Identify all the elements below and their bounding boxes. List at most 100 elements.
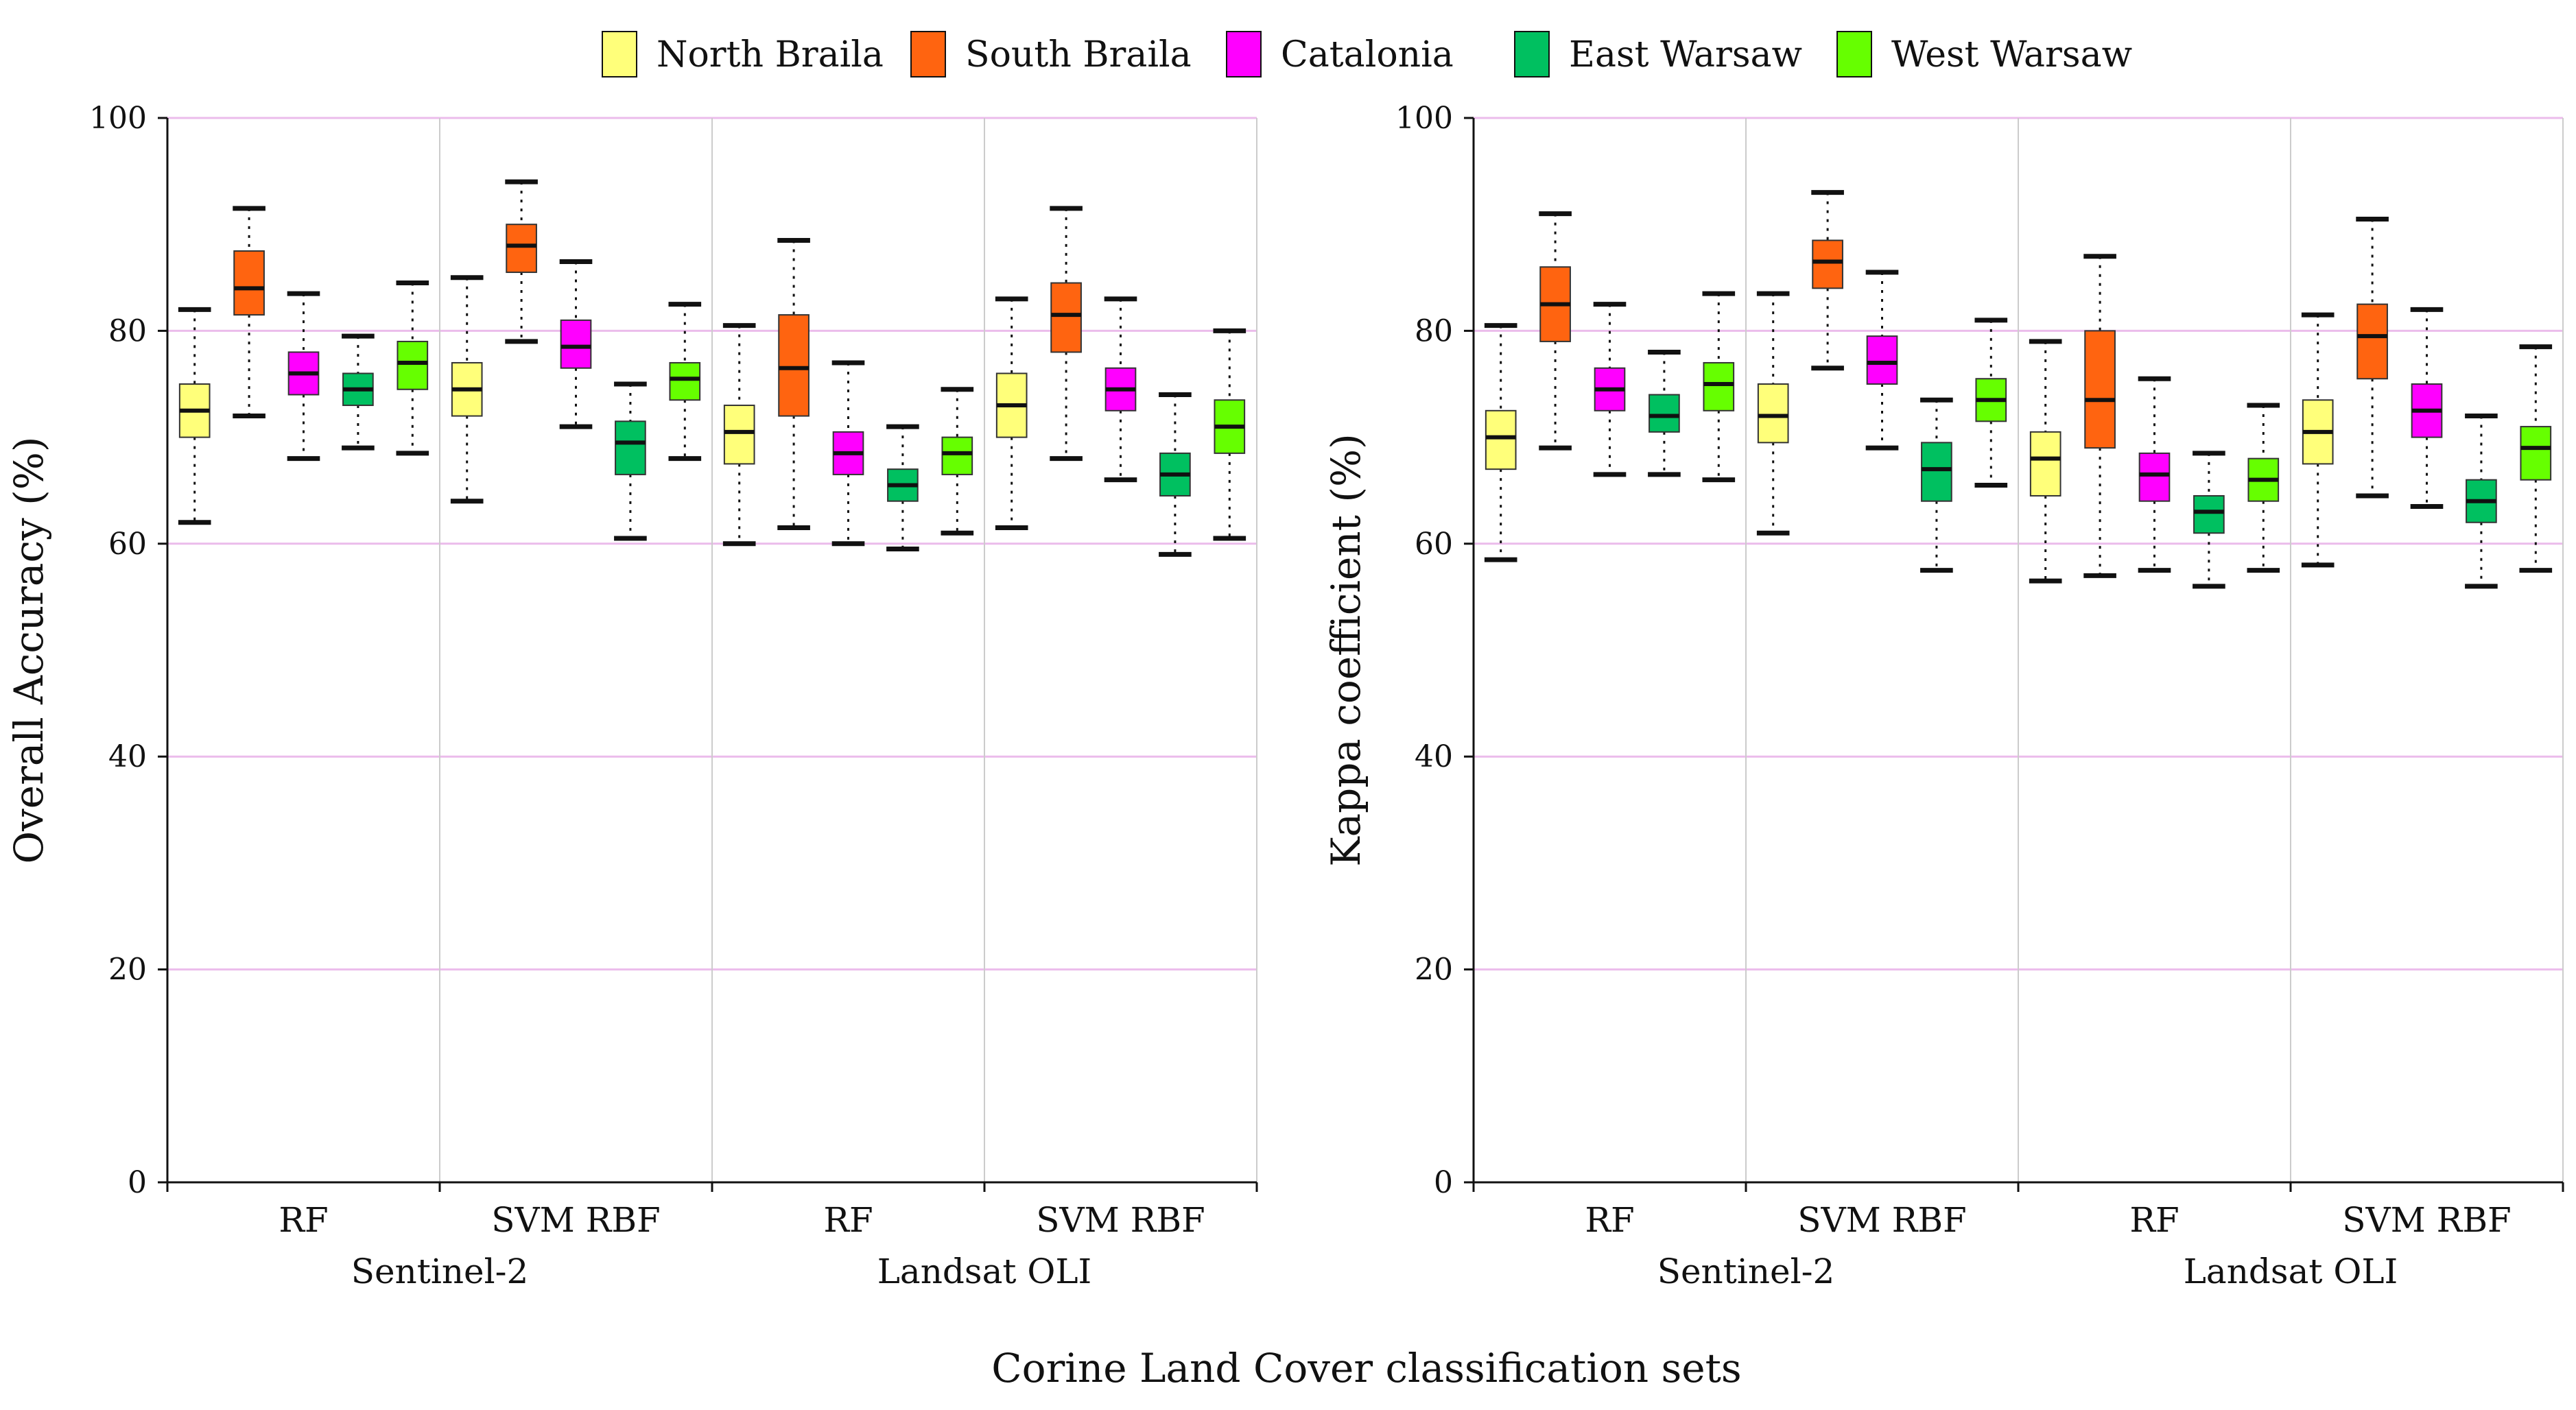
box-0-3	[342, 333, 375, 451]
box-2-0	[2029, 339, 2062, 584]
box-1-1	[1811, 190, 1844, 371]
box-3-0	[2301, 312, 2335, 568]
y-tick-label-3: 60	[108, 527, 147, 562]
iqr-box	[2356, 303, 2388, 380]
y-axis-title: Overall Accuracy (%)	[5, 436, 52, 863]
legend-swatch-0	[602, 31, 637, 77]
box-3-0	[995, 296, 1028, 531]
iqr-box	[397, 340, 429, 390]
iqr-box	[506, 224, 537, 274]
y-tick-label-5: 100	[89, 101, 147, 136]
legend-label-0: North Braila	[657, 34, 884, 75]
box-3-3	[1159, 392, 1192, 557]
iqr-box	[1866, 335, 1898, 385]
x-axis-title: Corine Land Cover classification sets	[991, 1345, 1741, 1391]
y-tick-label-4: 80	[108, 313, 147, 348]
group-label-2: RF	[2129, 1200, 2179, 1240]
box-2-2	[2138, 376, 2171, 573]
y-tick-label-1: 20	[108, 953, 147, 988]
legend-swatch-4	[1836, 31, 1872, 77]
y-axis-title: Kappa coefficient (%)	[1323, 433, 1369, 867]
y-tick-label-2: 40	[1415, 739, 1453, 774]
y-tick-label-0: 0	[1434, 1165, 1453, 1200]
iqr-box	[615, 420, 646, 475]
box-0-1	[1539, 211, 1572, 451]
box-0-2	[287, 291, 320, 462]
overall-accuracy-chart: 0 20 40 60 80 100 Overall Accuracy (%) RF SVM RB…	[5, 101, 1258, 1291]
sensor-label-1: Landsat OLI	[877, 1252, 1092, 1291]
box-2-4	[941, 387, 974, 536]
legend-swatch-1	[910, 31, 946, 77]
box-3-2	[1104, 296, 1137, 483]
iqr-box	[2193, 494, 2225, 534]
box-3-1	[2356, 216, 2389, 499]
sensor-label-0: Sentinel-2	[351, 1252, 529, 1291]
y-tick-label-1: 20	[1415, 953, 1453, 988]
legend-label-4: West Warsaw	[1891, 34, 2132, 75]
legend-label-2: Catalonia	[1281, 34, 1454, 75]
box-2-1	[777, 237, 810, 531]
box-0-0	[1484, 323, 1517, 562]
group-label-1: SVM RBF	[1797, 1200, 1967, 1240]
box-1-0	[1756, 291, 1790, 536]
iqr-box	[1921, 442, 1952, 502]
iqr-box	[1703, 361, 1735, 411]
sensor-label-0: Sentinel-2	[1657, 1252, 1835, 1291]
iqr-box	[778, 314, 810, 417]
iqr-box	[2138, 452, 2171, 502]
iqr-box	[723, 405, 755, 465]
box-0-1	[233, 206, 265, 419]
box-0-4	[396, 280, 429, 456]
box-0-2	[1593, 302, 1627, 477]
box-0-0	[178, 307, 211, 525]
box-1-1	[505, 179, 538, 344]
box-2-1	[2083, 254, 2116, 578]
group-label-3: SVM RBF	[2342, 1200, 2512, 1240]
iqr-box	[1050, 282, 1082, 353]
sensor-label-1: Landsat OLI	[2184, 1252, 2398, 1291]
group-label-1: SVM RBF	[491, 1200, 661, 1240]
box-3-4	[1213, 328, 1246, 541]
y-tick-label-4: 80	[1415, 313, 1453, 348]
box-1-4	[668, 302, 702, 462]
box-1-3	[1920, 397, 1953, 573]
group-label-0: RF	[279, 1200, 328, 1240]
legend: North Braila South Braila Catalonia East Wa…	[602, 31, 2132, 77]
box-1-3	[614, 381, 647, 541]
iqr-box	[1812, 239, 1843, 289]
iqr-box	[2029, 431, 2061, 497]
iqr-box	[1757, 383, 1789, 444]
kappa-coefficient-chart: 0 20 40 60 80 100 Kappa coefficient (%) RF SVM R…	[1323, 101, 2564, 1291]
y-tick-label-2: 40	[108, 739, 147, 774]
box-2-3	[2193, 451, 2225, 589]
y-tick-label-5: 100	[1395, 101, 1453, 136]
legend-swatch-3	[1514, 31, 1550, 77]
iqr-box	[233, 250, 265, 316]
group-label-2: RF	[823, 1200, 873, 1240]
box-1-2	[1865, 270, 1899, 451]
iqr-box	[941, 436, 973, 475]
legend-swatch-2	[1226, 31, 1262, 77]
group-label-0: RF	[1585, 1200, 1634, 1240]
y-tick-label-3: 60	[1415, 527, 1453, 562]
iqr-box	[560, 319, 592, 369]
legend-label-3: East Warsaw	[1569, 34, 1802, 75]
iqr-box	[2520, 426, 2552, 481]
box-3-4	[2519, 344, 2553, 573]
iqr-box	[1485, 409, 1517, 470]
box-0-3	[1648, 349, 1681, 477]
box-2-2	[831, 360, 865, 547]
iqr-box	[2084, 330, 2116, 449]
box-0-4	[1702, 291, 1736, 483]
group-label-3: SVM RBF	[1036, 1200, 1205, 1240]
box-3-2	[2410, 307, 2444, 509]
box-1-0	[450, 275, 484, 504]
iqr-box	[1649, 394, 1680, 433]
box-1-4	[1974, 318, 2008, 488]
box-3-3	[2465, 414, 2498, 589]
box-1-2	[559, 259, 593, 429]
box-3-1	[1050, 206, 1083, 462]
y-tick-label-0: 0	[128, 1165, 147, 1200]
box-2-4	[2247, 403, 2280, 573]
